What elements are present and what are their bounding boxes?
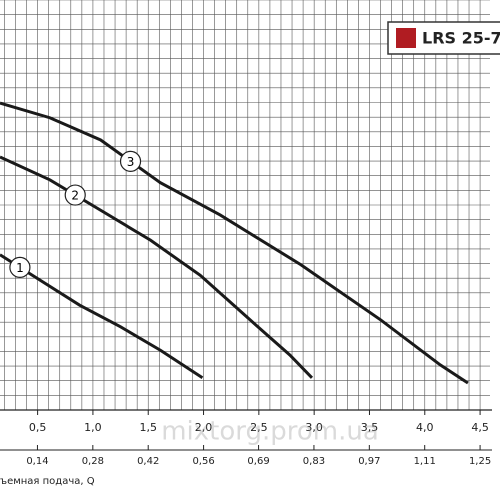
x2-axis-label: ъемная подача, Q	[0, 476, 95, 487]
x2-tick-label: 0,56	[192, 456, 214, 467]
x-tick-label: 0,5	[29, 421, 47, 434]
curve-label-circle	[119, 150, 142, 172]
x2-tick-label: 0,42	[137, 456, 159, 467]
curve-label-circle	[64, 184, 86, 206]
curve-label: 2	[71, 189, 79, 203]
x-tick-label: 2,5	[250, 421, 268, 434]
legend-swatch	[396, 28, 416, 48]
x2-tick-label: 0,97	[358, 456, 380, 467]
x2-tick-label: 0,28	[82, 456, 104, 467]
x2-tick-label: 0,14	[26, 456, 48, 467]
curve	[0, 253, 204, 380]
x-tick-label: 4,5	[471, 421, 489, 434]
x-tick-label: 1,5	[139, 421, 157, 434]
curve-label: 3	[127, 155, 135, 169]
x-tick-label: 3,5	[361, 421, 379, 434]
x2-tick-label: 1,11	[414, 456, 436, 467]
x-tick-label: 4,0	[416, 421, 434, 434]
x2-tick-label: 1,25	[469, 456, 491, 467]
x-tick-label: 3,0	[305, 421, 323, 434]
curve	[0, 155, 314, 379]
curve-label: 1	[16, 261, 24, 275]
x2-tick-label: 0,83	[303, 456, 325, 467]
legend-label: LRS 25-70	[422, 29, 500, 48]
x-tick-label: 2,0	[195, 421, 213, 434]
curve	[0, 101, 469, 385]
watermark: mixtorg.prom.ua	[161, 417, 379, 447]
x2-tick-label: 0,69	[247, 456, 269, 467]
curve-label-circle	[9, 256, 31, 278]
x-tick-label: 1,0	[84, 421, 102, 434]
